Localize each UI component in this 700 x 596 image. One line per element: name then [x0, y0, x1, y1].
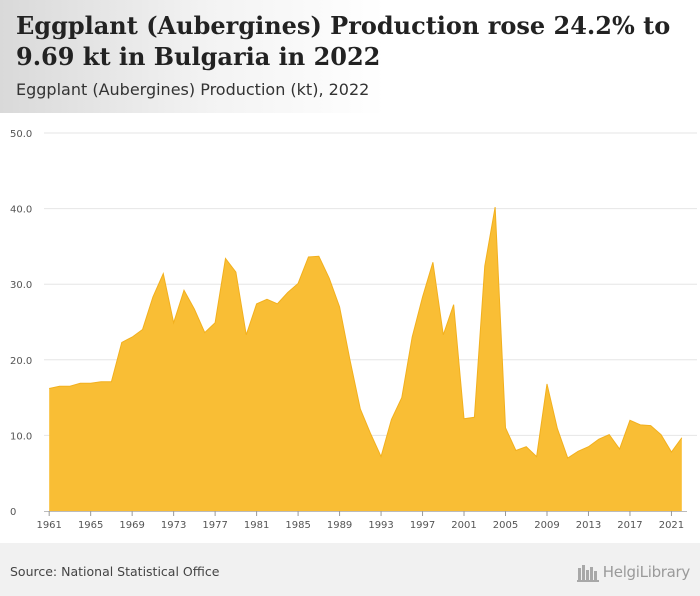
page-title: Eggplant (Aubergines) Production rose 24… [16, 11, 671, 71]
x-tick-label: 1985 [285, 520, 310, 531]
area-series [49, 207, 682, 511]
x-tick-label: 2017 [617, 520, 642, 531]
x-tick-label: 2009 [534, 520, 559, 531]
y-tick-label: 20.0 [10, 356, 32, 367]
x-tick-label: 2001 [451, 520, 476, 531]
x-tick-label: 2005 [493, 520, 518, 531]
area-series-line [49, 207, 683, 459]
x-tick-label: 1993 [368, 520, 393, 531]
y-tick-label: 10.0 [10, 431, 32, 442]
area-chart: 0 10.0 20.0 30.0 40.0 50.0 1961 1965 1969 1973 197… [10, 129, 697, 531]
x-tick-label: 1989 [327, 520, 352, 531]
x-tick-label: 2013 [576, 520, 601, 531]
x-tick-label: 1981 [244, 520, 269, 531]
y-tick-label: 50.0 [10, 129, 32, 140]
library-icon [576, 562, 599, 582]
brand-name: HelgiLibrary [602, 563, 691, 581]
y-tick-label: 0 [10, 507, 16, 518]
chart-subtitle: Eggplant (Aubergines) Production (kt), 2… [16, 80, 370, 99]
chart-area: 0 10.0 20.0 30.0 40.0 50.0 1961 1965 1969 1973 197… [0, 113, 700, 543]
x-tick-label: 2021 [659, 520, 684, 531]
x-tick-label: 1977 [202, 520, 227, 531]
brand-logo[interactable]: HelgiLibrary [576, 561, 691, 583]
footer: Source: National Statistical Office Helg… [0, 543, 700, 596]
source-note: Source: National Statistical Office [10, 564, 220, 579]
x-tick-label: 1961 [36, 520, 61, 531]
y-tick-label: 30.0 [10, 280, 32, 291]
y-tick-label: 40.0 [10, 205, 32, 216]
x-tick-label: 1973 [161, 520, 186, 531]
header: Eggplant (Aubergines) Production rose 24… [0, 0, 700, 113]
x-tick-label: 1965 [78, 520, 103, 531]
x-tick-label: 1997 [410, 520, 435, 531]
x-tick-label: 1969 [119, 520, 144, 531]
